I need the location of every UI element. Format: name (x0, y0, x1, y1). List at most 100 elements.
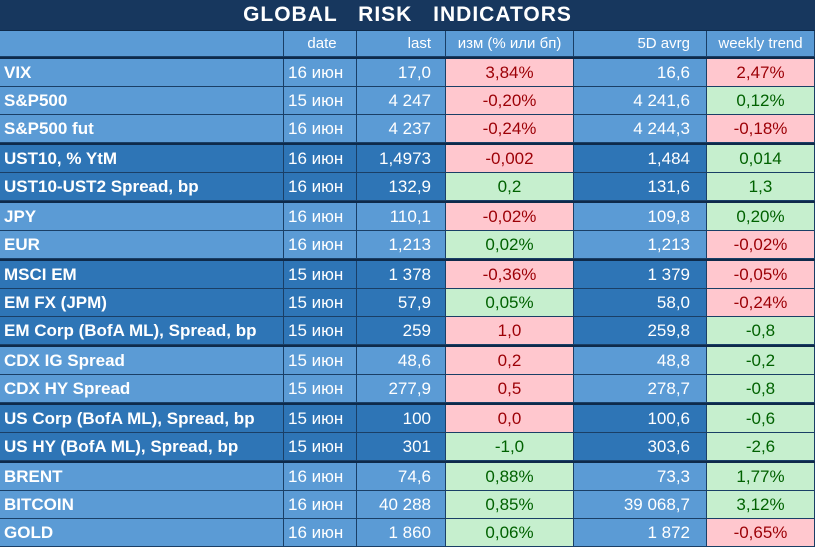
weekly-trend-cell[interactable]: 0,12% (707, 87, 815, 115)
date-cell[interactable]: 16 июн (284, 203, 357, 231)
last-cell[interactable]: 301 (357, 433, 446, 461)
date-cell[interactable]: 15 июн (284, 317, 357, 345)
indicator-name[interactable]: S&P500 fut (0, 115, 284, 143)
last-cell[interactable]: 40 288 (357, 491, 446, 519)
avg-cell[interactable]: 303,6 (574, 433, 707, 461)
weekly-trend-cell[interactable]: -0,05% (707, 261, 815, 289)
date-cell[interactable]: 16 июн (284, 173, 357, 201)
indicator-name[interactable]: BRENT (0, 463, 284, 491)
change-cell[interactable]: 0,0 (446, 405, 574, 433)
last-cell[interactable]: 110,1 (357, 203, 446, 231)
change-cell[interactable]: 0,85% (446, 491, 574, 519)
change-cell[interactable]: -1,0 (446, 433, 574, 461)
last-cell[interactable]: 100 (357, 405, 446, 433)
last-cell[interactable]: 4 247 (357, 87, 446, 115)
indicator-name[interactable]: US Corp (BofA ML), Spread, bp (0, 405, 284, 433)
change-cell[interactable]: 0,2 (446, 347, 574, 375)
avg-cell[interactable]: 4 244,3 (574, 115, 707, 143)
weekly-trend-cell[interactable]: -0,8 (707, 317, 815, 345)
avg-cell[interactable]: 1,213 (574, 231, 707, 259)
indicator-name[interactable]: JPY (0, 203, 284, 231)
date-cell[interactable]: 16 июн (284, 519, 357, 547)
change-cell[interactable]: -0,002 (446, 145, 574, 173)
date-cell[interactable]: 15 июн (284, 347, 357, 375)
avg-cell[interactable]: 1,484 (574, 145, 707, 173)
change-cell[interactable]: 0,06% (446, 519, 574, 547)
weekly-trend-cell[interactable]: 3,12% (707, 491, 815, 519)
weekly-trend-cell[interactable]: -0,6 (707, 405, 815, 433)
date-cell[interactable]: 16 июн (284, 463, 357, 491)
weekly-trend-cell[interactable]: 1,3 (707, 173, 815, 201)
last-cell[interactable]: 1,213 (357, 231, 446, 259)
change-cell[interactable]: -0,20% (446, 87, 574, 115)
avg-cell[interactable]: 39 068,7 (574, 491, 707, 519)
change-cell[interactable]: -0,02% (446, 203, 574, 231)
indicator-name[interactable]: EM Corp (BofA ML), Spread, bp (0, 317, 284, 345)
indicator-name[interactable]: CDX IG Spread (0, 347, 284, 375)
last-cell[interactable]: 132,9 (357, 173, 446, 201)
avg-cell[interactable]: 259,8 (574, 317, 707, 345)
avg-cell[interactable]: 100,6 (574, 405, 707, 433)
date-cell[interactable]: 16 июн (284, 145, 357, 173)
change-cell[interactable]: -0,36% (446, 261, 574, 289)
change-cell[interactable]: 0,02% (446, 231, 574, 259)
avg-cell[interactable]: 16,6 (574, 59, 707, 87)
change-cell[interactable]: -0,24% (446, 115, 574, 143)
date-cell[interactable]: 15 июн (284, 261, 357, 289)
avg-cell[interactable]: 4 241,6 (574, 87, 707, 115)
indicator-name[interactable]: US HY (BofA ML), Spread, bp (0, 433, 284, 461)
indicator-name[interactable]: GOLD (0, 519, 284, 547)
indicator-name[interactable]: EM FX (JPM) (0, 289, 284, 317)
date-cell[interactable]: 16 июн (284, 59, 357, 87)
last-cell[interactable]: 1,4973 (357, 145, 446, 173)
indicator-name[interactable]: EUR (0, 231, 284, 259)
weekly-trend-cell[interactable]: -0,8 (707, 375, 815, 403)
change-cell[interactable]: 0,2 (446, 173, 574, 201)
weekly-trend-cell[interactable]: -0,2 (707, 347, 815, 375)
last-cell[interactable]: 74,6 (357, 463, 446, 491)
avg-cell[interactable]: 58,0 (574, 289, 707, 317)
avg-cell[interactable]: 1 872 (574, 519, 707, 547)
weekly-trend-cell[interactable]: -0,65% (707, 519, 815, 547)
avg-cell[interactable]: 109,8 (574, 203, 707, 231)
avg-cell[interactable]: 73,3 (574, 463, 707, 491)
avg-cell[interactable]: 131,6 (574, 173, 707, 201)
avg-cell[interactable]: 1 379 (574, 261, 707, 289)
weekly-trend-cell[interactable]: -0,02% (707, 231, 815, 259)
weekly-trend-cell[interactable]: 2,47% (707, 59, 815, 87)
indicator-name[interactable]: UST10, % YtM (0, 145, 284, 173)
weekly-trend-cell[interactable]: -2,6 (707, 433, 815, 461)
change-cell[interactable]: 0,05% (446, 289, 574, 317)
date-cell[interactable]: 15 июн (284, 405, 357, 433)
date-cell[interactable]: 15 июн (284, 433, 357, 461)
indicator-name[interactable]: VIX (0, 59, 284, 87)
indicator-name[interactable]: CDX HY Spread (0, 375, 284, 403)
weekly-trend-cell[interactable]: 0,20% (707, 203, 815, 231)
indicator-name[interactable]: S&P500 (0, 87, 284, 115)
last-cell[interactable]: 48,6 (357, 347, 446, 375)
change-cell[interactable]: 1,0 (446, 317, 574, 345)
avg-cell[interactable]: 48,8 (574, 347, 707, 375)
weekly-trend-cell[interactable]: -0,18% (707, 115, 815, 143)
date-cell[interactable]: 16 июн (284, 491, 357, 519)
indicator-name[interactable]: UST10-UST2 Spread, bp (0, 173, 284, 201)
change-cell[interactable]: 0,88% (446, 463, 574, 491)
change-cell[interactable]: 3,84% (446, 59, 574, 87)
date-cell[interactable]: 16 июн (284, 115, 357, 143)
date-cell[interactable]: 16 июн (284, 231, 357, 259)
indicator-name[interactable]: MSCI EM (0, 261, 284, 289)
last-cell[interactable]: 1 378 (357, 261, 446, 289)
date-cell[interactable]: 15 июн (284, 87, 357, 115)
weekly-trend-cell[interactable]: 1,77% (707, 463, 815, 491)
indicator-name[interactable]: BITCOIN (0, 491, 284, 519)
last-cell[interactable]: 1 860 (357, 519, 446, 547)
last-cell[interactable]: 57,9 (357, 289, 446, 317)
date-cell[interactable]: 15 июн (284, 289, 357, 317)
change-cell[interactable]: 0,5 (446, 375, 574, 403)
last-cell[interactable]: 4 237 (357, 115, 446, 143)
last-cell[interactable]: 277,9 (357, 375, 446, 403)
avg-cell[interactable]: 278,7 (574, 375, 707, 403)
weekly-trend-cell[interactable]: -0,24% (707, 289, 815, 317)
last-cell[interactable]: 259 (357, 317, 446, 345)
date-cell[interactable]: 15 июн (284, 375, 357, 403)
